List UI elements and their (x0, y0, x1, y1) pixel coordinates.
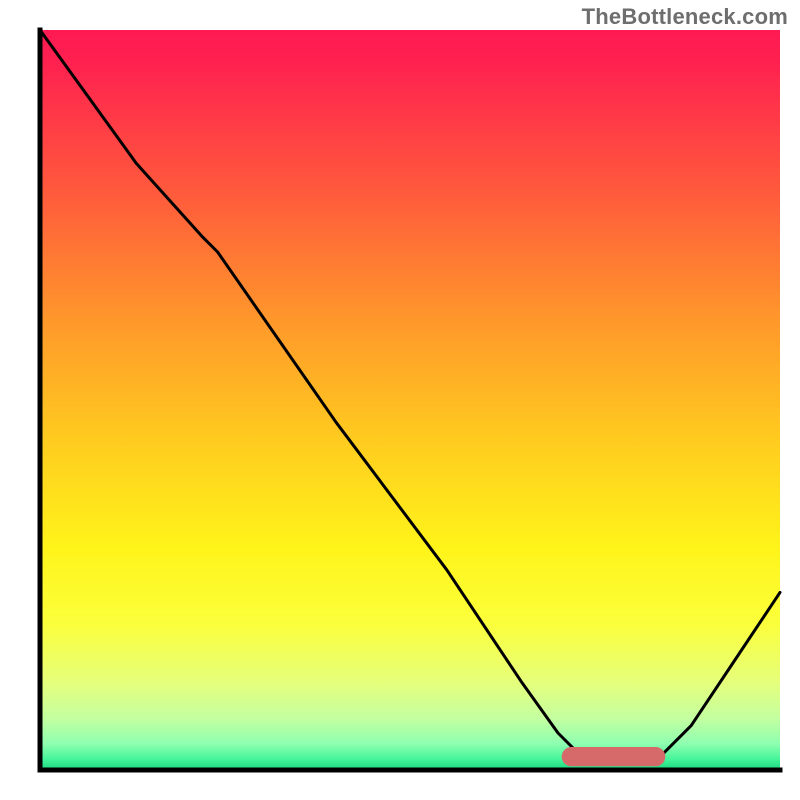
gradient-background (40, 30, 780, 770)
chart-container: TheBottleneck.com (0, 0, 800, 800)
watermark-text: TheBottleneck.com (582, 4, 788, 30)
optimal-range-marker (562, 747, 666, 766)
bottleneck-chart (0, 0, 800, 800)
